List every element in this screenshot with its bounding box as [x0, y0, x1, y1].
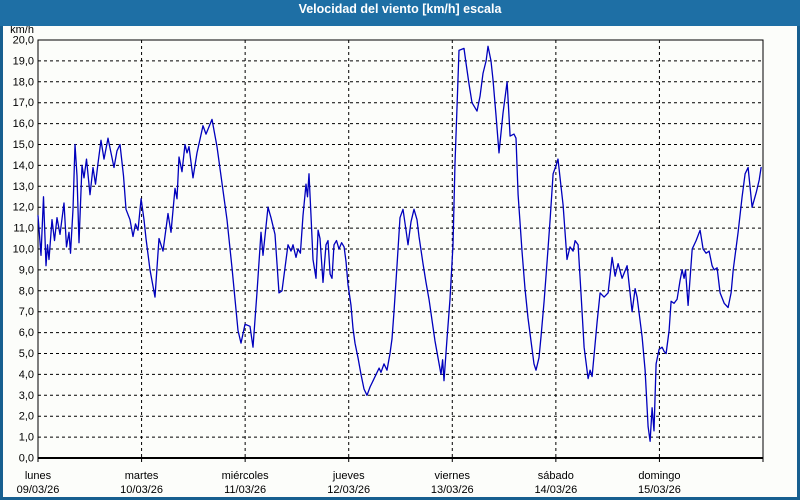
- y-tick-label: 3,0: [19, 390, 34, 402]
- y-tick-label: 4,0: [19, 369, 34, 381]
- x-day-date-label: 10/03/26: [120, 484, 163, 496]
- y-tick-label: 18,0: [13, 76, 34, 88]
- x-day-name-label: miércoles: [222, 470, 270, 482]
- wind-speed-line: [37, 45, 762, 442]
- y-tick-label: 11,0: [13, 223, 34, 235]
- y-tick-label: 16,0: [13, 118, 34, 130]
- x-day-name-label: lunes: [25, 470, 52, 482]
- x-day-date-label: 12/03/26: [327, 484, 370, 496]
- x-day-date-label: 09/03/26: [17, 484, 60, 496]
- x-day-date-label: 15/03/26: [638, 484, 681, 496]
- chart-area: 0,0 1,0 2,0 3,0 4,0 5,0 6,0 7,0 8,0 9,0 10,0 11,0 12…: [3, 26, 797, 497]
- y-tick-label: 6,0: [19, 327, 34, 339]
- y-tick-label: 13,0: [13, 181, 34, 193]
- x-day-name-label: jueves: [332, 470, 365, 482]
- y-tick-label: 5,0: [19, 348, 34, 360]
- window-title: Velocidad del viento [km/h] escala: [298, 2, 502, 16]
- y-tick-label: 7,0: [19, 306, 34, 318]
- x-day-name-label: martes: [125, 470, 159, 482]
- y-tick-label: 10,0: [13, 244, 34, 256]
- y-tick-label: 1,0: [19, 432, 34, 444]
- x-day-date-label: 11/03/26: [224, 484, 266, 496]
- x-day-name-label: domingo: [638, 470, 680, 482]
- x-day-date-label: 14/03/26: [534, 484, 577, 496]
- y-tick-label: 20,0: [13, 35, 34, 47]
- y-tick-label: 12,0: [13, 202, 34, 214]
- y-tick-label: 19,0: [13, 55, 34, 67]
- y-tick-label: 8,0: [19, 285, 34, 297]
- x-day-name-label: viernes: [435, 470, 471, 482]
- x-day-name-label: sábado: [538, 470, 574, 482]
- y-tick-label: 17,0: [13, 97, 34, 109]
- y-tick-label: 0,0: [19, 453, 34, 465]
- y-tick-label: 14,0: [13, 160, 34, 172]
- y-tick-label: 9,0: [19, 264, 34, 276]
- y-tick-label: 2,0: [19, 411, 34, 423]
- y-axis-unit-label: km/h: [10, 26, 34, 36]
- wind-speed-line-chart: 0,0 1,0 2,0 3,0 4,0 5,0 6,0 7,0 8,0 9,0 10,0 11,0 12…: [10, 26, 764, 496]
- window-titlebar[interactable]: Velocidad del viento [km/h] escala: [0, 0, 800, 26]
- x-day-date-label: 13/03/26: [431, 484, 474, 496]
- y-tick-label: 15,0: [13, 139, 34, 151]
